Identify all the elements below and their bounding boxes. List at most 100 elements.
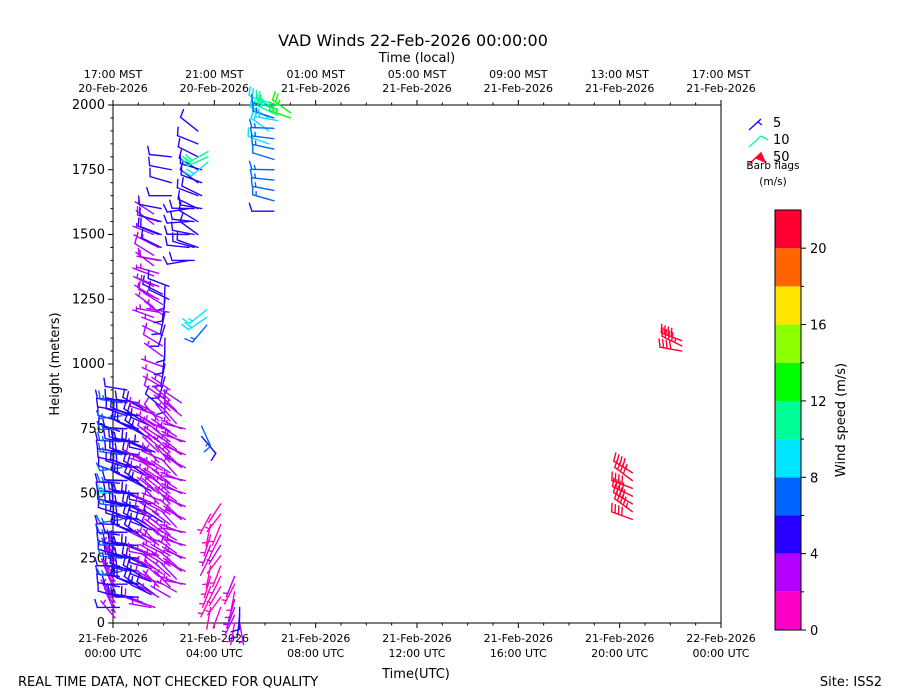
barb-full (115, 453, 118, 464)
colorbar-tick-label: 0 (810, 624, 818, 639)
colorbar-bin (775, 248, 801, 287)
barb-half (154, 508, 158, 515)
wind-barb (271, 91, 292, 114)
barb-full (665, 339, 668, 350)
barb-full (274, 93, 279, 103)
wind-barb (130, 471, 152, 492)
barb-full (110, 481, 114, 492)
barb-full (178, 149, 183, 159)
barb-full (618, 487, 623, 497)
barb-full (618, 480, 621, 491)
wind-barb (136, 304, 160, 313)
barb-half (101, 569, 105, 576)
barb-full (133, 434, 137, 445)
barb-full (178, 201, 182, 211)
barb-full (181, 155, 190, 163)
barb-full (615, 479, 618, 489)
wind-barb (137, 274, 160, 287)
barb-half (207, 591, 214, 594)
barb-half (166, 503, 169, 510)
wind-barb (137, 195, 162, 210)
wind-barb (105, 399, 128, 417)
barb-full (95, 523, 99, 533)
barb-half (166, 399, 170, 405)
barb-full (123, 399, 127, 410)
barb-half (147, 516, 150, 522)
x-tick-date: 21-Feb-2026 (281, 632, 350, 645)
barb-full (140, 228, 144, 239)
barb-full (121, 544, 125, 555)
barb-full (94, 389, 99, 400)
barb-full (661, 327, 664, 337)
wind-barb (155, 337, 166, 364)
wind-barb (105, 503, 128, 521)
wind-barb (221, 583, 236, 605)
colorbar-tick-label: 20 (810, 242, 827, 257)
barb-staff (148, 153, 172, 158)
wind-barb (161, 405, 178, 425)
barb-full (617, 473, 620, 484)
barb-half (161, 433, 165, 439)
barb-full (139, 217, 142, 228)
barb-full (110, 429, 114, 440)
barb-full (122, 388, 126, 399)
barb-full (134, 497, 138, 508)
barb-full (126, 558, 130, 569)
barb-full (113, 462, 116, 473)
wind-barb (180, 165, 203, 184)
colorbar-bin (775, 324, 801, 363)
barb-full (184, 321, 193, 329)
barb-full (257, 108, 261, 119)
barb-half (253, 122, 257, 129)
wind-barb (254, 107, 279, 122)
barb-full (95, 410, 101, 420)
wind-barb (159, 497, 178, 515)
barb-full (102, 470, 106, 481)
wind-barb (148, 280, 170, 300)
top-tick-date: 21-Feb-2026 (281, 82, 350, 95)
barb-full (658, 338, 661, 348)
barb-full (248, 160, 253, 171)
barb-staff (148, 164, 172, 171)
wind-barb (141, 406, 164, 420)
wind-barb (162, 523, 186, 534)
barb-half (101, 529, 105, 535)
barb-staff (179, 116, 199, 132)
barb-full (128, 438, 131, 448)
barb-staff (157, 324, 166, 347)
wind-barb (127, 490, 152, 505)
barb-full (163, 214, 168, 224)
barb-full (103, 492, 107, 503)
barb-full (664, 328, 668, 339)
wind-barb (200, 435, 217, 462)
barb-full (619, 456, 623, 466)
barb-full (103, 429, 106, 440)
barb-half (205, 442, 210, 447)
barb-full (162, 256, 169, 265)
barb-half (254, 131, 257, 138)
wind-barb (162, 471, 186, 482)
barb-half (101, 424, 105, 431)
barb-half (145, 364, 147, 370)
barb-half (145, 540, 148, 546)
wind-barb (150, 583, 171, 598)
wind-barb (138, 583, 160, 598)
barb-staff (212, 606, 222, 629)
wind-barb (208, 523, 222, 546)
barb-full (248, 202, 253, 212)
barb-full (121, 429, 124, 439)
barb-full (110, 534, 114, 544)
barb-full (113, 515, 116, 525)
wind-barb (250, 177, 275, 192)
wind-barb (164, 494, 186, 508)
barb-full (124, 463, 129, 473)
barb-full (170, 221, 174, 232)
barb-full (110, 513, 114, 524)
barb-half (253, 164, 257, 171)
barb-half (137, 555, 140, 562)
wind-barb (153, 434, 171, 453)
barb-half (155, 425, 158, 431)
wind-barb (164, 236, 190, 249)
barb-full (622, 489, 626, 499)
wind-barb (222, 575, 236, 598)
